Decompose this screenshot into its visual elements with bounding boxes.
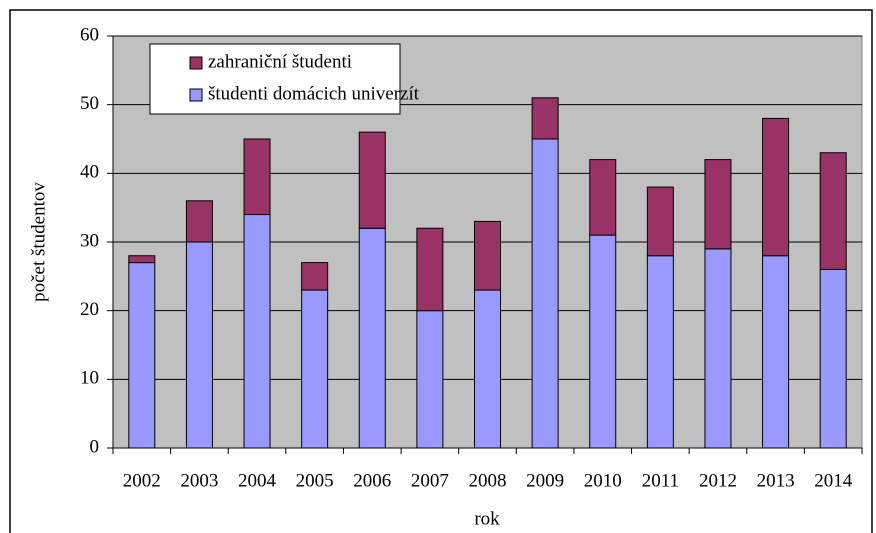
x-tick-label: 2009: [526, 470, 564, 491]
bar-segment: [358, 227, 386, 449]
y-tick-label: 10: [80, 368, 99, 389]
x-tick-label: 2003: [180, 470, 218, 491]
bar-segment: [762, 255, 790, 449]
bar-segment: [243, 138, 271, 216]
bar-segment: [243, 214, 271, 449]
bar-segment: [128, 255, 156, 264]
legend-label: zahraniční študenti: [208, 51, 352, 72]
x-tick-label: 2006: [353, 470, 391, 491]
bar-segment: [474, 289, 501, 449]
x-tick-label: 2007: [411, 470, 449, 491]
x-tick-label: 2004: [238, 470, 277, 491]
bar-segment: [185, 200, 213, 243]
bar-segment: [762, 117, 790, 257]
bar-segment: [819, 152, 847, 270]
bar-segment: [416, 227, 444, 312]
legend-swatch: [189, 88, 203, 102]
x-tick-label: 2008: [469, 470, 507, 491]
y-tick-label: 60: [80, 24, 99, 45]
bar-segment: [128, 262, 156, 449]
x-tick-label: 2013: [757, 470, 795, 491]
bar-segment: [474, 220, 501, 291]
y-tick-label: 20: [80, 299, 99, 320]
bar-segment: [531, 97, 559, 140]
y-tick-label: 0: [90, 436, 100, 457]
bar-segment: [416, 310, 444, 449]
bar-segment: [358, 131, 386, 229]
x-axis-label: rok: [474, 508, 500, 529]
bar-segment: [185, 241, 213, 449]
legend-box: [149, 43, 401, 115]
x-tick-label: 2002: [123, 470, 161, 491]
bar-segment: [589, 159, 617, 236]
y-tick-label: 40: [80, 162, 99, 183]
bar-segment: [589, 234, 617, 449]
legend-swatch: [189, 56, 203, 70]
bar-segment: [531, 138, 559, 449]
bar-segment: [646, 255, 674, 449]
bar-segment: [704, 159, 732, 250]
bar-segment: [301, 262, 329, 291]
x-tick-label: 2012: [699, 470, 737, 491]
y-tick-label: 30: [80, 230, 99, 251]
bar-segment: [819, 268, 847, 449]
legend-label: študenti domácich univerzít: [208, 83, 420, 104]
bar-segment: [704, 248, 732, 449]
bar-segment: [301, 289, 329, 449]
x-tick-label: 2010: [584, 470, 622, 491]
x-tick-label: 2005: [296, 470, 334, 491]
y-axis-label: počet študentov: [28, 182, 49, 302]
x-tick-label: 2014: [814, 470, 853, 491]
bar-segment: [646, 186, 674, 257]
x-tick-label: 2011: [642, 470, 679, 491]
chart-border: [9, 9, 873, 533]
y-tick-label: 50: [80, 93, 99, 114]
